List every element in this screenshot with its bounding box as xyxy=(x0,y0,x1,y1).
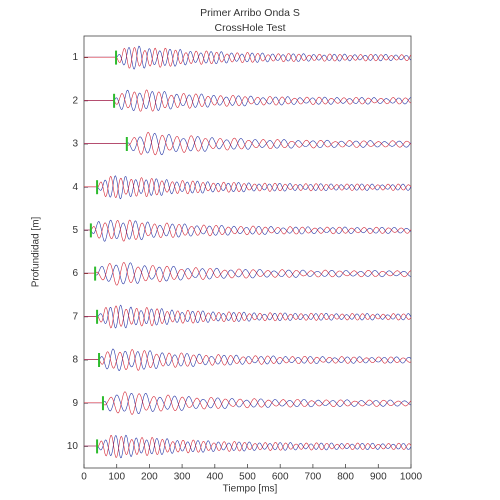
x-tick-label: 200 xyxy=(141,472,158,483)
trace xyxy=(84,175,412,200)
trace xyxy=(84,262,412,285)
chart-title: Primer Arribo Onda S xyxy=(200,7,300,19)
y-tick-label: 7 xyxy=(72,311,78,322)
y-tick-label: 4 xyxy=(72,182,78,193)
trace xyxy=(84,219,412,242)
x-tick-label: 0 xyxy=(81,472,87,483)
trace xyxy=(84,132,412,156)
trace xyxy=(84,131,412,156)
y-axis-label: Profundidad [m] xyxy=(31,216,42,287)
x-tick-label: 100 xyxy=(108,472,125,483)
trace xyxy=(84,175,412,198)
y-tick-label: 2 xyxy=(72,95,78,106)
trace xyxy=(84,304,412,329)
trace xyxy=(84,219,412,242)
trace xyxy=(84,348,412,371)
chart-subtitle: CrossHole Test xyxy=(215,22,286,34)
x-tick-label: 700 xyxy=(305,472,322,483)
trace xyxy=(84,262,412,286)
trace xyxy=(84,434,412,459)
trace xyxy=(84,89,412,111)
x-tick-label: 400 xyxy=(206,472,223,483)
trace xyxy=(84,47,412,69)
x-tick-label: 900 xyxy=(370,472,387,483)
y-tick-label: 10 xyxy=(67,441,79,452)
y-tick-label: 8 xyxy=(72,355,78,366)
y-tick-label: 6 xyxy=(72,268,78,279)
x-tick-label: 1000 xyxy=(400,472,423,483)
x-tick-label: 500 xyxy=(239,472,256,483)
trace xyxy=(84,349,412,371)
x-tick-label: 600 xyxy=(272,472,289,483)
trace xyxy=(84,435,412,458)
y-tick-label: 9 xyxy=(72,398,78,409)
y-tick-label: 5 xyxy=(72,225,78,236)
x-tick-label: 800 xyxy=(337,472,354,483)
trace xyxy=(84,89,412,112)
trace xyxy=(84,392,412,414)
y-tick-label: 1 xyxy=(72,52,78,63)
trace xyxy=(84,391,412,415)
trace xyxy=(84,305,412,329)
y-tick-label: 3 xyxy=(72,139,78,150)
x-tick-label: 300 xyxy=(174,472,191,483)
trace xyxy=(84,45,412,70)
x-axis-label: Tiempo [ms] xyxy=(223,484,278,495)
